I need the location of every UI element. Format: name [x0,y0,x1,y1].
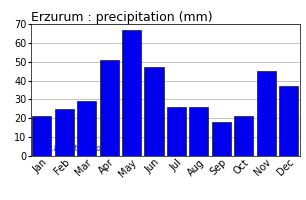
Bar [257,71,276,156]
Bar [234,116,253,156]
Text: www.allmetsat.com: www.allmetsat.com [33,144,108,153]
Bar [189,107,208,156]
Bar [55,109,74,156]
Bar [212,122,231,156]
Bar [144,67,163,156]
Bar [77,101,96,156]
Bar [100,60,119,156]
Bar [167,107,186,156]
Text: Erzurum : precipitation (mm): Erzurum : precipitation (mm) [31,11,212,24]
Bar [279,86,298,156]
Bar [32,116,51,156]
Bar [122,30,141,156]
